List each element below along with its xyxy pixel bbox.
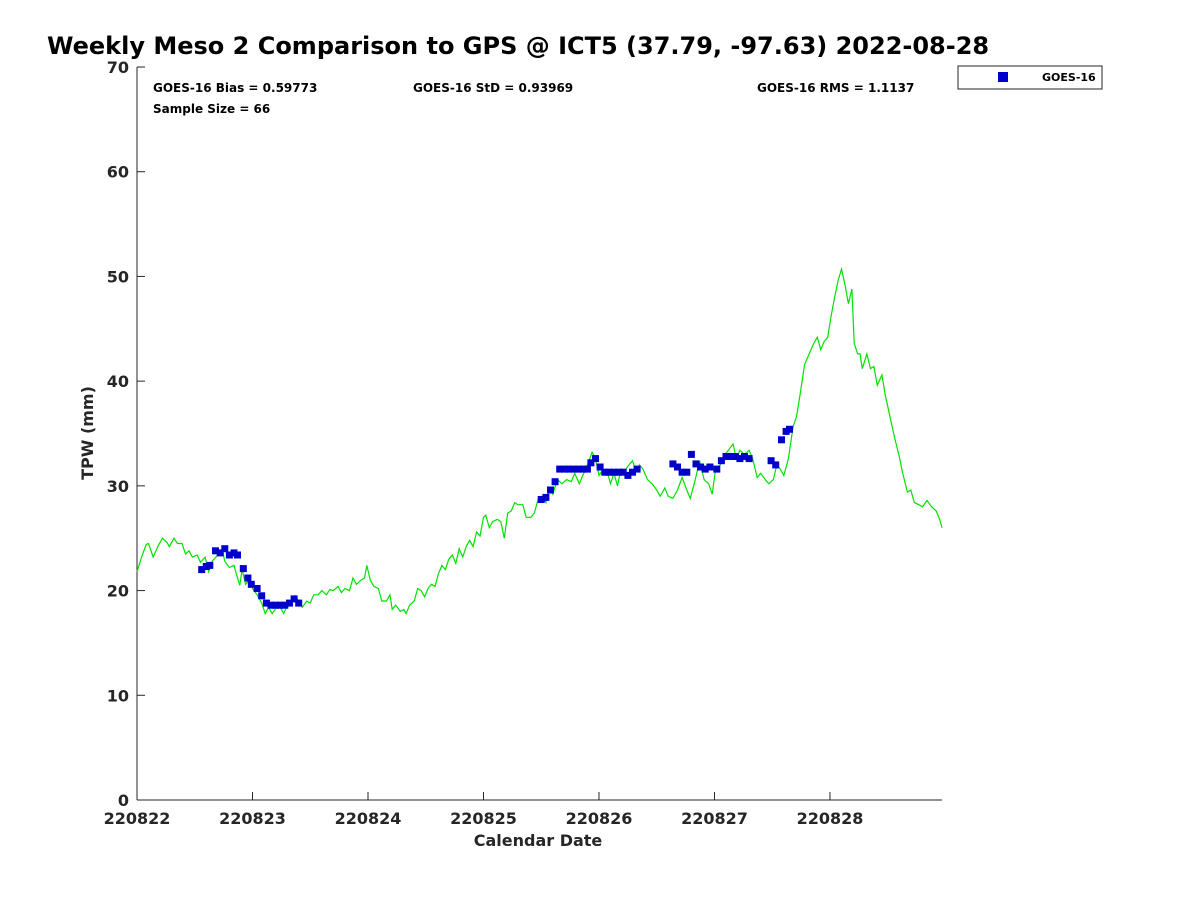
legend: GOES-16 xyxy=(957,65,1103,90)
goes16-point xyxy=(633,465,641,473)
series-line-gps xyxy=(136,266,943,616)
goes16-point xyxy=(267,601,275,609)
goes16-point xyxy=(587,459,595,467)
goes16-point xyxy=(276,601,284,609)
goes16-point xyxy=(692,460,700,468)
y-tick-label: 0 xyxy=(118,791,129,810)
std-stat: GOES-16 StD = 0.93969 xyxy=(413,81,573,95)
x-axis-label: Calendar Date xyxy=(474,831,603,850)
goes16-point xyxy=(216,549,224,557)
x-tick-label: 220827 xyxy=(681,809,748,828)
y-tick-label: 60 xyxy=(107,163,129,182)
series-layer xyxy=(136,266,943,616)
x-tick-label: 220822 xyxy=(104,809,171,828)
x-tick-label: 220824 xyxy=(335,809,402,828)
goes16-point xyxy=(537,496,545,503)
goes16-point xyxy=(579,465,587,473)
goes16-point xyxy=(772,461,780,469)
goes16-point xyxy=(583,465,591,473)
goes16-point xyxy=(717,457,725,465)
x-tick-label: 220826 xyxy=(566,809,633,828)
goes16-point xyxy=(281,601,289,609)
goes16-point xyxy=(547,486,554,494)
y-tick-label: 10 xyxy=(107,686,129,705)
legend-box xyxy=(957,65,1103,90)
goes16-point xyxy=(778,436,785,444)
y-tick-label: 40 xyxy=(107,372,129,391)
goes16-point xyxy=(706,463,714,471)
bias-stat: GOES-16 Bias = 0.59773 xyxy=(153,81,317,95)
goes16-point xyxy=(565,465,573,473)
chart-title: Weekly Meso 2 Comparison to GPS @ ICT5 (… xyxy=(47,32,989,60)
goes16-point xyxy=(727,453,735,460)
goes16-point xyxy=(560,465,568,473)
x-axis: 220822 220823 220824 220825 220826 220827 2208… xyxy=(104,792,864,828)
goes16-point xyxy=(736,455,744,463)
goes16-point xyxy=(225,551,233,559)
y-tick-label: 20 xyxy=(107,582,129,601)
goes16-point xyxy=(206,561,214,569)
goes16-point xyxy=(786,425,793,433)
goes16-point xyxy=(767,457,775,465)
goes16-point xyxy=(542,493,550,501)
goes16-point xyxy=(247,580,255,588)
sample-size-stat: Sample Size = 66 xyxy=(153,102,270,116)
goes16-point xyxy=(745,455,753,463)
goes16-point xyxy=(212,547,219,555)
goes16-point xyxy=(286,599,293,607)
goes16-point xyxy=(272,601,280,609)
y-axis-label: TPW (mm) xyxy=(78,386,97,480)
goes16-point xyxy=(615,468,623,476)
goes16-point xyxy=(619,468,627,476)
y-tick-label: 70 xyxy=(107,58,129,77)
goes16-point xyxy=(239,565,247,573)
goes16-point xyxy=(713,465,721,473)
goes16-point xyxy=(678,468,686,476)
plot-area xyxy=(136,67,942,801)
legend-marker-goes16 xyxy=(998,72,1008,82)
goes16-point xyxy=(556,465,564,473)
goes16-point xyxy=(262,599,270,607)
y-axis: 0 10 20 30 40 50 60 70 xyxy=(107,58,145,810)
goes16-point xyxy=(610,468,618,476)
goes16-point xyxy=(295,599,303,607)
goes16-point xyxy=(290,595,298,603)
legend-label-goes16: GOES-16 xyxy=(1042,71,1096,84)
goes16-point xyxy=(551,478,559,486)
goes16-point xyxy=(697,463,705,471)
goes16-point xyxy=(701,465,709,473)
goes16-point xyxy=(629,468,636,476)
goes16-point xyxy=(221,545,229,553)
goes16-point xyxy=(741,453,748,460)
y-tick-label: 50 xyxy=(107,267,129,286)
rms-stat: GOES-16 RMS = 1.1137 xyxy=(757,81,914,95)
goes16-point xyxy=(731,453,739,460)
x-tick-label: 220823 xyxy=(219,809,286,828)
goes16-point xyxy=(674,463,681,471)
goes16-point xyxy=(601,468,609,476)
goes16-point xyxy=(605,468,613,476)
goes16-point xyxy=(669,460,677,468)
goes16-point xyxy=(596,463,604,471)
x-tick-label: 220828 xyxy=(797,809,864,828)
x-tick-label: 220825 xyxy=(450,809,517,828)
goes16-point xyxy=(258,592,266,600)
goes16-point xyxy=(234,551,241,559)
goes16-point xyxy=(253,585,261,592)
goes16-point xyxy=(624,471,632,479)
goes16-point xyxy=(574,465,582,473)
goes16-point xyxy=(687,450,695,458)
goes16-point xyxy=(683,468,691,476)
goes16-point xyxy=(592,455,599,463)
goes16-point xyxy=(198,566,206,574)
y-tick-label: 30 xyxy=(107,477,129,496)
goes16-point xyxy=(722,453,730,460)
goes16-point xyxy=(570,465,578,473)
goes16-point xyxy=(244,574,252,582)
